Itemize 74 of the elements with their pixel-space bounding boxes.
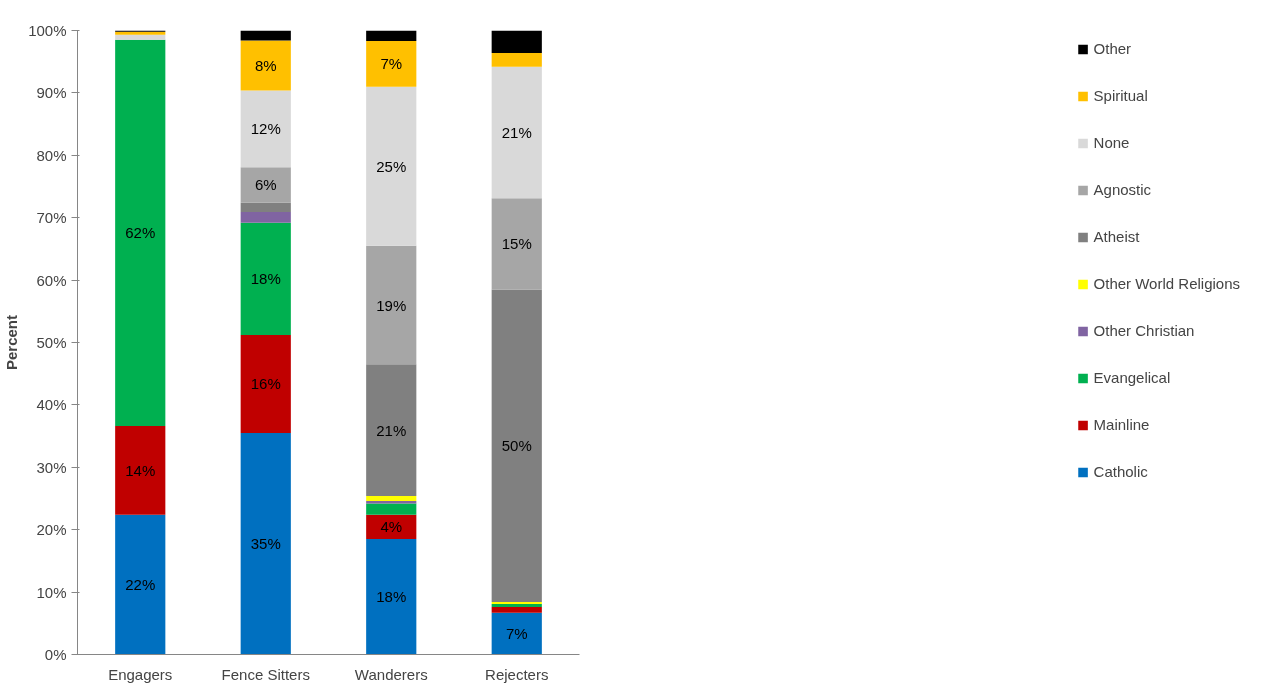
x-tick-label: Fence Sitters [221, 665, 310, 683]
y-tick-label: 20% [36, 521, 67, 539]
x-tick-label: Engagers [108, 665, 173, 683]
data-label: 15% [501, 235, 532, 253]
y-tick-label: 60% [36, 271, 67, 289]
bar [491, 52, 542, 67]
bar [240, 90, 291, 168]
bar [366, 86, 417, 246]
legend-label: Atheist [1093, 228, 1140, 245]
legend-label: Other [1093, 40, 1132, 57]
bar [240, 335, 291, 433]
legend-label: Agnostic [1093, 181, 1152, 198]
data-label: 18% [250, 270, 281, 288]
y-tick-label: 0% [44, 646, 67, 663]
data-label: 12% [250, 120, 281, 138]
bar [366, 41, 417, 87]
legend-label: None [1093, 134, 1130, 151]
legend-label: Other World Religions [1093, 275, 1240, 292]
data-label: 21% [501, 124, 532, 142]
data-label: 4% [380, 518, 403, 536]
data-label: 22% [125, 576, 156, 594]
bar [491, 198, 542, 290]
bar [240, 222, 291, 336]
data-label: 6% [254, 176, 277, 194]
legend-label: Mainline [1093, 416, 1150, 433]
bar [366, 503, 417, 515]
bar [366, 364, 417, 496]
data-label: 8% [254, 56, 277, 74]
y-tick-label: 100% [28, 22, 67, 39]
bar [240, 167, 291, 203]
legend-label: Evangelical [1093, 369, 1171, 386]
x-tick-label: Wanderers [354, 665, 428, 683]
bar [491, 30, 542, 53]
data-label: 19% [376, 296, 407, 314]
y-tick-label: 90% [36, 84, 67, 102]
data-label: 21% [376, 421, 407, 439]
y-tick-label: 30% [36, 458, 67, 476]
bar [240, 212, 291, 223]
data-label: 14% [125, 461, 156, 479]
bar [366, 539, 417, 655]
y-tick-label: 40% [36, 396, 67, 414]
bar [491, 66, 542, 199]
legend-label: Other Christian [1093, 322, 1195, 339]
data-label: 7% [380, 55, 403, 73]
data-label: 25% [376, 157, 407, 175]
y-tick-label: 80% [36, 146, 67, 164]
legend-label: Spiritual [1093, 87, 1148, 104]
bar [115, 426, 166, 515]
data-label: 16% [250, 375, 281, 393]
y-tick-label: 70% [36, 209, 67, 227]
bar [240, 30, 291, 41]
y-tick-label: 50% [36, 334, 67, 351]
bar [366, 245, 417, 365]
data-label: 50% [501, 437, 532, 455]
bar [115, 514, 166, 655]
bar [240, 202, 291, 213]
bar [240, 432, 291, 655]
y-axis-title: Percent [3, 314, 21, 371]
bar [491, 612, 542, 655]
bar [491, 289, 542, 603]
x-tick-label: Rejecters [485, 665, 549, 683]
bar [115, 34, 166, 40]
data-label: 35% [250, 535, 281, 553]
bar [491, 603, 542, 608]
bar [366, 496, 417, 501]
data-label: 18% [376, 588, 407, 606]
legend-label: Catholic [1093, 463, 1148, 480]
bar [115, 39, 166, 427]
bar [366, 30, 417, 42]
bar [240, 40, 291, 91]
bar [491, 607, 542, 613]
data-label: 7% [505, 625, 528, 643]
data-label: 62% [125, 224, 156, 242]
y-tick-label: 10% [36, 583, 67, 601]
